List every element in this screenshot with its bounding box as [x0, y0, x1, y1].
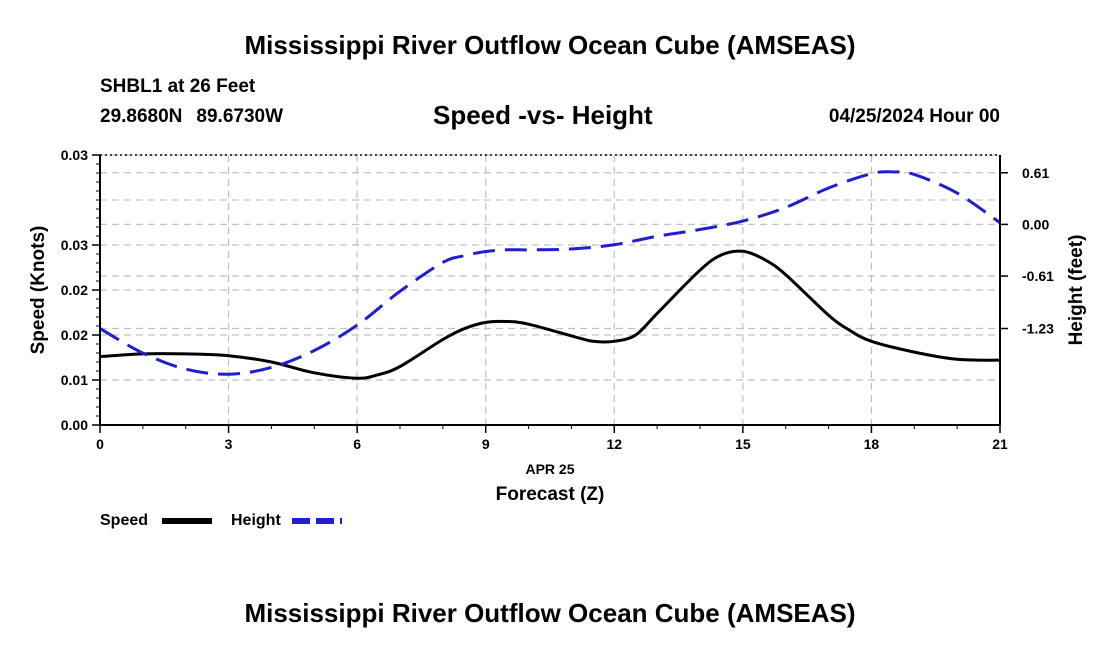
chart-subtitle: Speed -vs- Height: [433, 100, 653, 130]
label-layer: 0 3 6 9 12 15 18 21 0.00 0.01 0.02 0.02 0.03 0.03 -1.2…: [28, 147, 1087, 505]
x-axis-title: Forecast (Z): [496, 484, 605, 505]
y-axis-title: Speed (Knots): [28, 226, 49, 355]
x-tick-label: 18: [864, 436, 880, 452]
y-tick-label: 0.03: [61, 147, 88, 163]
x-tick-label: 6: [353, 436, 361, 452]
x-tick-label: 3: [225, 436, 233, 452]
x-axis-date-label: APR 25: [525, 461, 574, 477]
y-tick-label: 0.00: [61, 417, 88, 433]
x-tick-label: 12: [606, 436, 622, 452]
height-series-line: [99, 170, 1001, 376]
y-tick-label: 0.02: [61, 327, 88, 343]
frame-layer: [92, 154, 1008, 433]
x-tick-label: 21: [992, 436, 1008, 452]
y2-axis-title: Height (feet): [1066, 235, 1087, 346]
x-tick-label: 9: [482, 436, 490, 452]
speed-series-line: [99, 249, 1001, 380]
y-tick-label: 0.02: [61, 282, 88, 298]
legend: Speed Height: [100, 512, 342, 529]
latitude-label: 29.8680N: [100, 106, 183, 127]
chart-title: Mississippi River Outflow Ocean Cube (AM…: [244, 30, 856, 60]
x-tick-label: 0: [96, 436, 104, 452]
series-layer: [99, 170, 1001, 380]
y2-tick-label: -1.23: [1022, 321, 1054, 337]
y-tick-label: 0.03: [61, 237, 88, 253]
station-label: SHBL1 at 26 Feet: [100, 76, 256, 97]
forecast-date: 04/25/2024 Hour 00: [828, 106, 1000, 127]
footer-title: Mississippi River Outflow Ocean Cube (AM…: [244, 598, 856, 628]
legend-height-label: Height: [231, 512, 281, 529]
y-tick-label: 0.01: [61, 372, 88, 388]
y2-tick-label: 0.00: [1022, 216, 1049, 232]
station-coordinates: 29.8680N 89.6730W: [100, 106, 283, 128]
grid-layer: [100, 154, 1000, 425]
y2-tick-label: 0.61: [1022, 165, 1049, 181]
longitude-label: 89.6730W: [196, 106, 284, 127]
x-tick-label: 15: [735, 436, 751, 452]
legend-speed-label: Speed: [100, 512, 148, 529]
y2-tick-label: -0.61: [1022, 268, 1054, 284]
